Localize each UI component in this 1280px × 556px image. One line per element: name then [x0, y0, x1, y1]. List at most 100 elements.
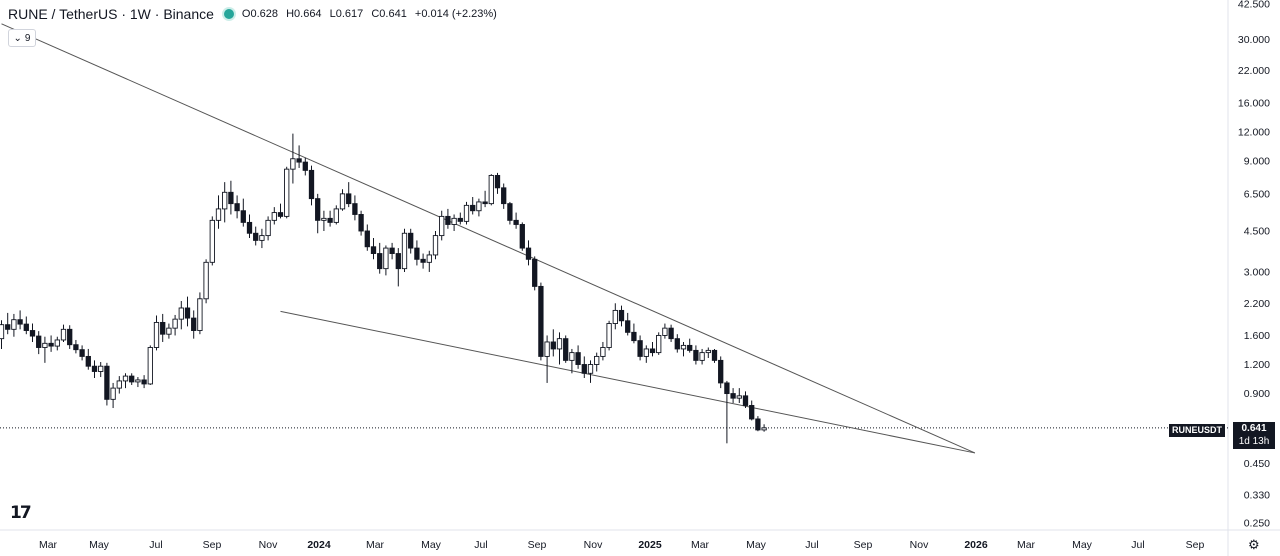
candle: [253, 226, 259, 246]
candle: [693, 345, 699, 365]
candle: [476, 198, 482, 217]
candle-body: [79, 349, 85, 357]
candle-body: [160, 321, 166, 335]
candle-body: [544, 341, 550, 357]
price-tick-label: 1.200: [1244, 359, 1270, 371]
candle: [501, 183, 507, 209]
candle-body: [761, 427, 767, 431]
time-axis[interactable]: Mar May Jul Sep Nov 2024 Mar May Jul Sep Nov 2025 Ma…: [39, 539, 1205, 551]
candle: [277, 203, 284, 219]
candle-body: [420, 258, 426, 263]
price-tick-label: 2.200: [1244, 298, 1270, 310]
candle: [110, 382, 116, 409]
candle: [718, 356, 724, 389]
candle: [91, 360, 98, 378]
indicators-toggle-button[interactable]: ⌄ 9: [8, 29, 36, 47]
candle: [352, 195, 358, 221]
candle-body: [246, 221, 253, 234]
trendline-upper[interactable]: [1, 23, 976, 454]
candle: [575, 345, 581, 369]
candle-body: [674, 338, 680, 350]
candle-body: [432, 235, 439, 256]
candle-body: [476, 201, 482, 212]
candle: [631, 323, 637, 344]
candle: [67, 325, 73, 349]
candle: [160, 313, 166, 342]
candle: [532, 256, 538, 291]
candle: [284, 166, 290, 219]
candle: [674, 334, 680, 353]
candle: [129, 373, 135, 385]
trendline-lower[interactable]: [280, 310, 975, 454]
candle-body: [383, 247, 389, 270]
time-tick-label: Nov: [910, 539, 929, 551]
candle-body: [575, 352, 581, 365]
symbol-title[interactable]: RUNE / TetherUS · 1W · Binance: [8, 6, 214, 22]
time-tick-label: 2026: [964, 539, 988, 551]
candles: [0, 133, 767, 444]
change-value: +0.014 (+2.23%): [414, 8, 497, 20]
gear-icon[interactable]: ⚙: [1248, 537, 1260, 552]
candle: [141, 375, 147, 389]
candle-body: [525, 247, 532, 260]
candle-body: [265, 219, 271, 237]
candle-body: [215, 208, 222, 221]
candle-body: [718, 359, 724, 384]
candle: [11, 313, 17, 337]
candle-body: [705, 349, 711, 354]
time-tick-label: Jul: [805, 539, 818, 551]
candle-body: [656, 335, 662, 354]
candle-body: [395, 253, 401, 270]
tradingview-logo-icon[interactable]: 17: [10, 503, 32, 523]
time-tick-label: Nov: [259, 539, 278, 551]
candle-body: [315, 198, 321, 221]
price-tick-label: 30.000: [1238, 34, 1270, 46]
candle: [662, 323, 668, 339]
candle-body: [699, 352, 705, 361]
candle: [333, 205, 339, 225]
candle: [749, 400, 755, 421]
candle-body: [222, 191, 228, 210]
candle: [184, 296, 191, 327]
candle-body: [742, 395, 749, 406]
candle-body: [197, 298, 203, 331]
candle-body: [234, 203, 240, 212]
price-axis[interactable]: 42.500 30.000 22.000 16.000 12.000 9.000 6.500…: [1238, 0, 1270, 529]
candle-body: [445, 215, 451, 225]
candle: [606, 320, 612, 351]
candle: [147, 345, 153, 385]
candle-body: [178, 307, 184, 320]
time-tick-label: Mar: [691, 539, 710, 551]
candle: [408, 228, 414, 254]
candle: [321, 210, 327, 231]
price-tick-label: 22.000: [1238, 65, 1270, 77]
candle-body: [122, 375, 129, 382]
symbol-label: RUNEUSDT: [1169, 424, 1226, 437]
candle-body: [662, 327, 668, 336]
ohlc-values: O0.628 H0.664 L0.617 C0.641 +0.014 (+2.2…: [242, 8, 502, 20]
candle-body: [494, 174, 501, 189]
candle-body: [346, 193, 352, 205]
candle-body: [488, 174, 494, 205]
candle-body: [457, 217, 463, 222]
candle: [711, 348, 718, 363]
candle: [550, 329, 556, 357]
candle-body: [513, 219, 519, 225]
candle: [29, 323, 36, 342]
candle: [104, 362, 110, 406]
candle-body: [339, 193, 346, 210]
candle-body: [73, 344, 79, 351]
candle-body: [600, 347, 606, 357]
candle: [234, 195, 240, 219]
candle: [222, 182, 228, 223]
time-tick-label: May: [421, 539, 442, 551]
candle: [383, 245, 389, 276]
candle: [556, 332, 563, 365]
candle-body: [606, 323, 612, 348]
candle: [451, 214, 457, 231]
candle-body: [482, 201, 488, 205]
candle-body: [253, 232, 259, 241]
candle: [538, 282, 544, 361]
high-value: H0.664: [286, 8, 322, 20]
